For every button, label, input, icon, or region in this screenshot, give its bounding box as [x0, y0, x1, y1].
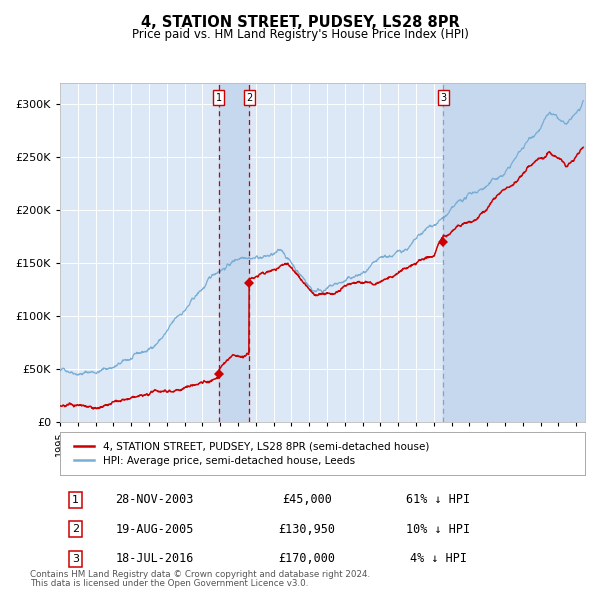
Text: Contains HM Land Registry data © Crown copyright and database right 2024.: Contains HM Land Registry data © Crown c…	[30, 570, 370, 579]
Bar	[443, 83, 585, 422]
Text: £130,950: £130,950	[278, 523, 335, 536]
Text: 2: 2	[246, 93, 253, 103]
Bar	[218, 83, 249, 422]
Text: Price paid vs. HM Land Registry's House Price Index (HPI): Price paid vs. HM Land Registry's House …	[131, 28, 469, 41]
Text: 1: 1	[215, 93, 221, 103]
Text: 10% ↓ HPI: 10% ↓ HPI	[406, 523, 470, 536]
Text: 2: 2	[72, 525, 79, 534]
Text: 19-AUG-2005: 19-AUG-2005	[115, 523, 194, 536]
Text: £45,000: £45,000	[282, 493, 332, 506]
Text: 4, STATION STREET, PUDSEY, LS28 8PR: 4, STATION STREET, PUDSEY, LS28 8PR	[140, 15, 460, 30]
Text: £170,000: £170,000	[278, 552, 335, 565]
Text: 3: 3	[72, 554, 79, 563]
Text: 3: 3	[440, 93, 446, 103]
Text: 1: 1	[72, 495, 79, 504]
Legend: 4, STATION STREET, PUDSEY, LS28 8PR (semi-detached house), HPI: Average price, s: 4, STATION STREET, PUDSEY, LS28 8PR (sem…	[70, 438, 432, 469]
Text: 4% ↓ HPI: 4% ↓ HPI	[409, 552, 467, 565]
Text: 28-NOV-2003: 28-NOV-2003	[115, 493, 194, 506]
Text: 18-JUL-2016: 18-JUL-2016	[115, 552, 194, 565]
Text: This data is licensed under the Open Government Licence v3.0.: This data is licensed under the Open Gov…	[30, 579, 308, 588]
Text: 61% ↓ HPI: 61% ↓ HPI	[406, 493, 470, 506]
